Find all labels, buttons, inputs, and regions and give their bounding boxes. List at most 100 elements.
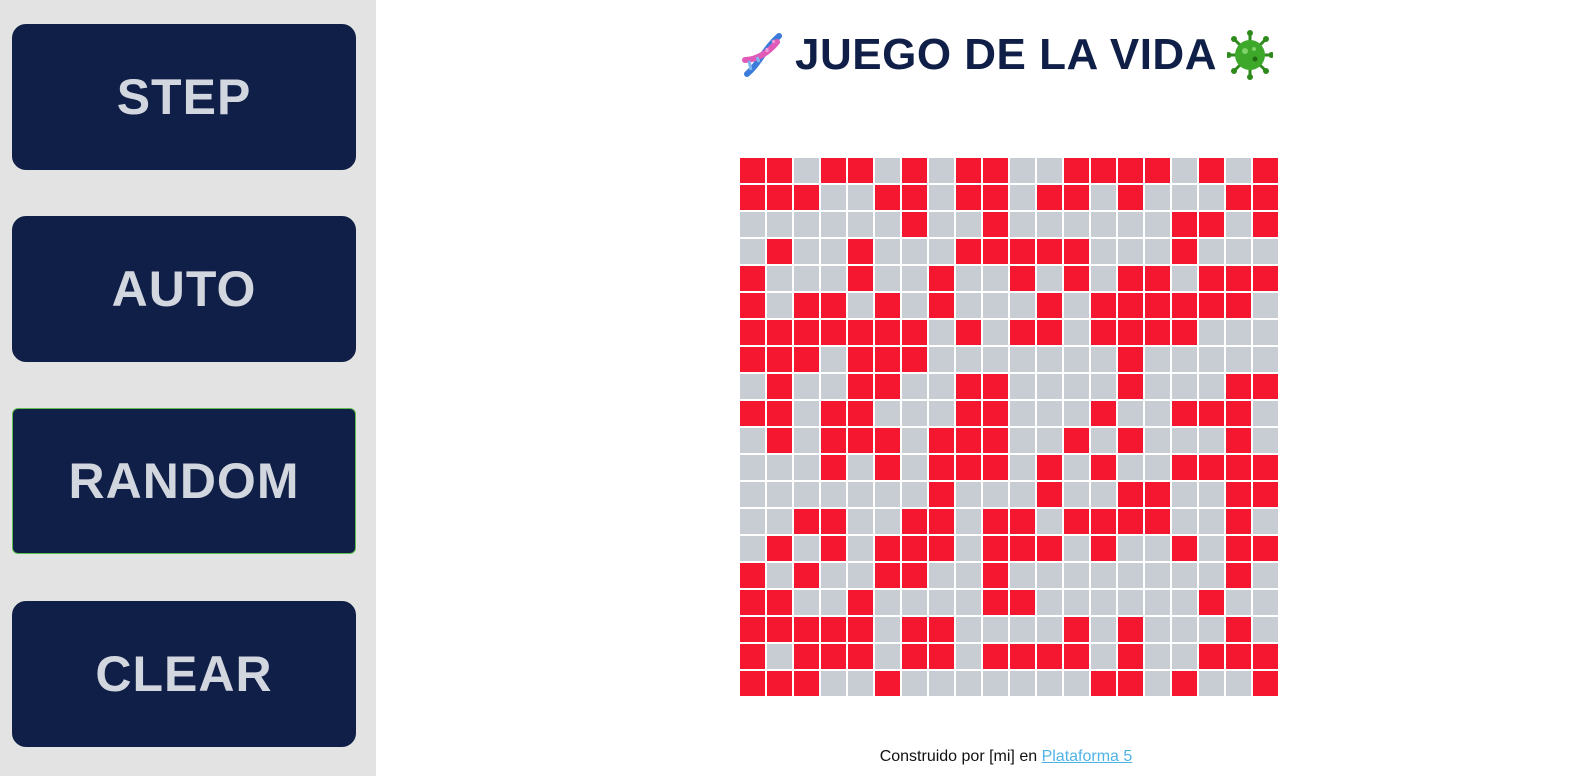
cell-dead[interactable] <box>902 266 927 291</box>
cell-dead[interactable] <box>1253 293 1278 318</box>
cell-alive[interactable] <box>1172 239 1197 264</box>
cell-dead[interactable] <box>902 671 927 696</box>
cell-alive[interactable] <box>740 401 765 426</box>
cell-alive[interactable] <box>1118 644 1143 669</box>
cell-dead[interactable] <box>956 266 981 291</box>
cell-dead[interactable] <box>902 293 927 318</box>
cell-alive[interactable] <box>1064 185 1089 210</box>
cell-alive[interactable] <box>983 590 1008 615</box>
cell-dead[interactable] <box>794 428 819 453</box>
cell-alive[interactable] <box>794 185 819 210</box>
cell-alive[interactable] <box>1172 455 1197 480</box>
cell-alive[interactable] <box>794 347 819 372</box>
cell-dead[interactable] <box>929 671 954 696</box>
cell-alive[interactable] <box>767 671 792 696</box>
cell-alive[interactable] <box>1091 320 1116 345</box>
cell-dead[interactable] <box>794 266 819 291</box>
cell-alive[interactable] <box>767 158 792 183</box>
cell-dead[interactable] <box>821 212 846 237</box>
cell-dead[interactable] <box>983 266 1008 291</box>
cell-dead[interactable] <box>1064 212 1089 237</box>
cell-alive[interactable] <box>1037 293 1062 318</box>
cell-alive[interactable] <box>821 455 846 480</box>
cell-alive[interactable] <box>929 644 954 669</box>
cell-alive[interactable] <box>767 401 792 426</box>
cell-dead[interactable] <box>956 563 981 588</box>
cell-dead[interactable] <box>1253 563 1278 588</box>
cell-alive[interactable] <box>1226 293 1251 318</box>
cell-alive[interactable] <box>902 617 927 642</box>
cell-dead[interactable] <box>1010 401 1035 426</box>
cell-alive[interactable] <box>1118 671 1143 696</box>
cell-alive[interactable] <box>821 401 846 426</box>
cell-dead[interactable] <box>1064 293 1089 318</box>
cell-alive[interactable] <box>1118 266 1143 291</box>
cell-alive[interactable] <box>875 293 900 318</box>
cell-dead[interactable] <box>1172 590 1197 615</box>
cell-dead[interactable] <box>1064 320 1089 345</box>
cell-alive[interactable] <box>794 320 819 345</box>
cell-alive[interactable] <box>983 185 1008 210</box>
cell-dead[interactable] <box>875 212 900 237</box>
cell-dead[interactable] <box>1145 212 1170 237</box>
cell-dead[interactable] <box>1091 374 1116 399</box>
cell-dead[interactable] <box>848 563 873 588</box>
cell-alive[interactable] <box>1145 293 1170 318</box>
cell-dead[interactable] <box>740 212 765 237</box>
cell-dead[interactable] <box>1226 671 1251 696</box>
cell-dead[interactable] <box>1037 212 1062 237</box>
cell-dead[interactable] <box>1064 671 1089 696</box>
cell-dead[interactable] <box>794 455 819 480</box>
cell-dead[interactable] <box>1037 374 1062 399</box>
cell-dead[interactable] <box>1253 617 1278 642</box>
cell-alive[interactable] <box>740 671 765 696</box>
cell-dead[interactable] <box>794 590 819 615</box>
cell-alive[interactable] <box>1226 617 1251 642</box>
cell-dead[interactable] <box>1253 401 1278 426</box>
cell-dead[interactable] <box>1145 185 1170 210</box>
cell-dead[interactable] <box>821 185 846 210</box>
cell-alive[interactable] <box>1118 158 1143 183</box>
cell-dead[interactable] <box>1118 590 1143 615</box>
cell-dead[interactable] <box>1037 347 1062 372</box>
cell-alive[interactable] <box>875 563 900 588</box>
cell-alive[interactable] <box>740 590 765 615</box>
cell-dead[interactable] <box>929 320 954 345</box>
cell-alive[interactable] <box>767 239 792 264</box>
cell-dead[interactable] <box>848 536 873 561</box>
cell-alive[interactable] <box>794 509 819 534</box>
cell-dead[interactable] <box>929 590 954 615</box>
cell-alive[interactable] <box>1226 563 1251 588</box>
cell-alive[interactable] <box>1118 482 1143 507</box>
cell-dead[interactable] <box>1064 590 1089 615</box>
cell-dead[interactable] <box>1145 617 1170 642</box>
cell-dead[interactable] <box>1010 428 1035 453</box>
cell-alive[interactable] <box>1226 266 1251 291</box>
cell-dead[interactable] <box>1010 671 1035 696</box>
cell-alive[interactable] <box>983 374 1008 399</box>
cell-dead[interactable] <box>848 185 873 210</box>
cell-alive[interactable] <box>1091 401 1116 426</box>
cell-dead[interactable] <box>1172 644 1197 669</box>
cell-alive[interactable] <box>1118 347 1143 372</box>
cell-dead[interactable] <box>902 374 927 399</box>
cell-alive[interactable] <box>956 455 981 480</box>
cell-dead[interactable] <box>767 455 792 480</box>
cell-dead[interactable] <box>821 590 846 615</box>
cell-alive[interactable] <box>1226 374 1251 399</box>
cell-alive[interactable] <box>1253 644 1278 669</box>
cell-dead[interactable] <box>929 563 954 588</box>
cell-alive[interactable] <box>1226 428 1251 453</box>
cell-alive[interactable] <box>983 401 1008 426</box>
cell-dead[interactable] <box>1226 320 1251 345</box>
cell-dead[interactable] <box>875 158 900 183</box>
cell-dead[interactable] <box>1226 212 1251 237</box>
cell-alive[interactable] <box>767 185 792 210</box>
cell-dead[interactable] <box>1199 671 1224 696</box>
cell-dead[interactable] <box>740 482 765 507</box>
cell-dead[interactable] <box>1118 212 1143 237</box>
cell-alive[interactable] <box>1226 185 1251 210</box>
cell-alive[interactable] <box>1253 671 1278 696</box>
cell-alive[interactable] <box>929 509 954 534</box>
cell-dead[interactable] <box>794 374 819 399</box>
